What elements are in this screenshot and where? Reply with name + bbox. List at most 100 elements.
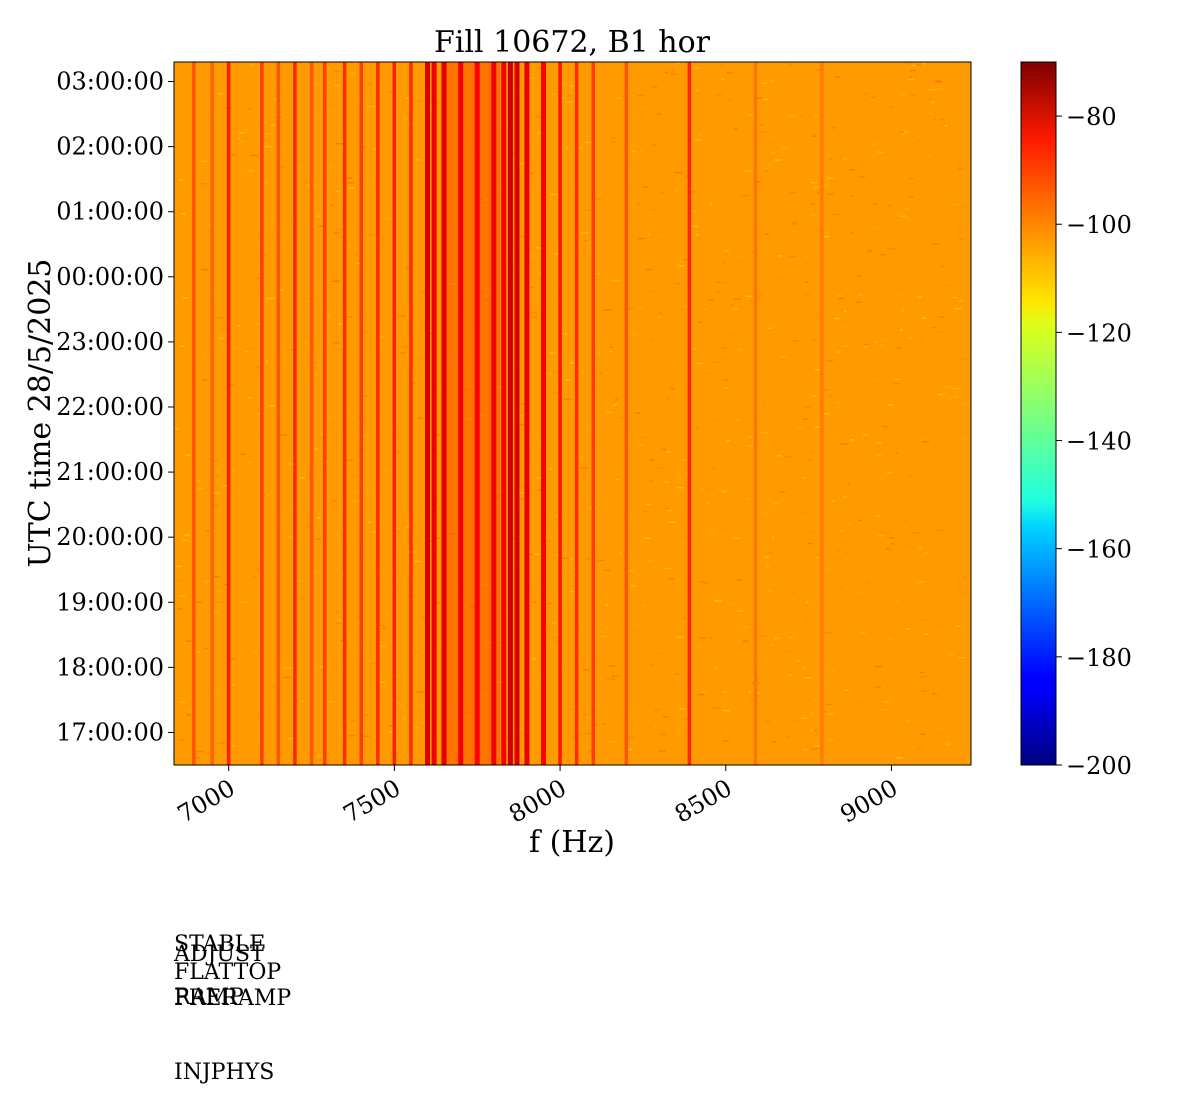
- noise-cell: [857, 592, 864, 594]
- noise-cell: [834, 76, 841, 78]
- noise-cell: [346, 344, 351, 347]
- noise-cell: [201, 457, 205, 460]
- noise-cell: [917, 296, 923, 298]
- noise-cell: [183, 534, 191, 536]
- noise-cell: [348, 734, 357, 737]
- noise-cell: [791, 306, 796, 309]
- state-label-flattop: FLATTOP: [174, 960, 282, 985]
- noise-cell: [606, 411, 613, 414]
- noise-cell: [504, 124, 510, 126]
- noise-cell: [268, 217, 275, 219]
- noise-cell: [666, 451, 672, 453]
- noise-cell: [923, 62, 926, 65]
- noise-cell: [648, 233, 651, 236]
- noise-cell: [716, 235, 722, 237]
- noise-cell: [552, 391, 556, 393]
- noise-cell: [784, 456, 792, 458]
- noise-cell: [658, 312, 663, 315]
- noise-cell: [903, 520, 908, 522]
- x-axis-label: f (Hz): [529, 825, 615, 860]
- noise-cell: [370, 531, 378, 533]
- noise-cell: [335, 190, 339, 193]
- noise-cell: [338, 229, 341, 231]
- noise-cell: [331, 82, 337, 85]
- noise-cell: [723, 249, 730, 252]
- noise-cell: [930, 326, 936, 329]
- noise-cell: [875, 686, 883, 688]
- noise-cell: [336, 503, 340, 506]
- noise-cell: [331, 280, 340, 282]
- noise-cell: [419, 358, 427, 360]
- noise-cell: [881, 425, 888, 428]
- colorbar-tick-label: −200: [1066, 752, 1132, 780]
- noise-cell: [761, 131, 769, 133]
- noise-cell: [200, 160, 208, 162]
- noise-cell: [877, 515, 880, 517]
- noise-cell: [610, 678, 616, 680]
- noise-cell: [882, 339, 890, 342]
- noise-cell: [662, 716, 670, 718]
- noise-cell: [910, 574, 917, 576]
- noise-cell: [516, 656, 524, 658]
- noise-cell: [714, 419, 720, 421]
- noise-cell: [316, 517, 321, 519]
- noise-cell: [840, 443, 848, 445]
- noise-cell: [843, 158, 847, 160]
- noise-cell: [577, 147, 583, 150]
- noise-cell: [367, 84, 372, 86]
- noise-cell: [428, 105, 434, 107]
- colorbar-tick-label: −120: [1066, 319, 1132, 347]
- noise-cell: [707, 299, 714, 301]
- noise-cell: [584, 141, 593, 144]
- noise-cell: [841, 541, 847, 544]
- noise-cell: [809, 729, 814, 731]
- noise-cell: [526, 172, 534, 175]
- noise-cell: [205, 117, 210, 120]
- spectral-line: [276, 62, 281, 765]
- noise-cell: [335, 205, 343, 207]
- noise-cell: [335, 619, 342, 621]
- noise-cell: [641, 107, 645, 110]
- noise-cell: [870, 96, 875, 99]
- noise-cell: [595, 351, 603, 354]
- noise-cell: [265, 360, 268, 362]
- noise-cell: [518, 492, 525, 494]
- noise-cell: [583, 713, 589, 716]
- noise-cell: [346, 459, 354, 462]
- noise-cell: [569, 362, 575, 364]
- noise-cell: [699, 581, 706, 583]
- noise-cell: [569, 590, 576, 593]
- noise-cell: [869, 98, 875, 100]
- noise-cell: [658, 750, 666, 752]
- noise-cell: [960, 603, 963, 605]
- noise-cell: [731, 576, 734, 578]
- noise-cell: [938, 728, 945, 730]
- noise-cell: [550, 707, 556, 709]
- noise-cell: [581, 477, 587, 480]
- noise-cell: [369, 564, 372, 567]
- noise-cell: [781, 319, 786, 322]
- noise-cell: [666, 509, 672, 512]
- noise-cell: [793, 592, 796, 595]
- noise-cell: [827, 713, 834, 715]
- noise-cell: [825, 653, 830, 656]
- noise-cell: [788, 115, 796, 117]
- noise-cell: [686, 471, 689, 473]
- noise-cell: [628, 736, 636, 739]
- noise-cell: [280, 441, 287, 444]
- noise-cell: [529, 77, 536, 80]
- noise-cell: [952, 296, 958, 299]
- noise-cell: [795, 659, 801, 662]
- noise-cell: [321, 433, 324, 435]
- noise-cell: [414, 374, 418, 376]
- noise-cell: [863, 343, 870, 345]
- noise-cell: [611, 727, 618, 729]
- noise-cell: [832, 736, 835, 738]
- noise-cell: [722, 740, 730, 742]
- noise-cell: [554, 514, 562, 517]
- noise-cell: [406, 571, 412, 573]
- noise-cell: [670, 554, 674, 557]
- noise-cell: [240, 129, 249, 132]
- noise-cell: [766, 565, 770, 568]
- spectral-line: [409, 62, 413, 765]
